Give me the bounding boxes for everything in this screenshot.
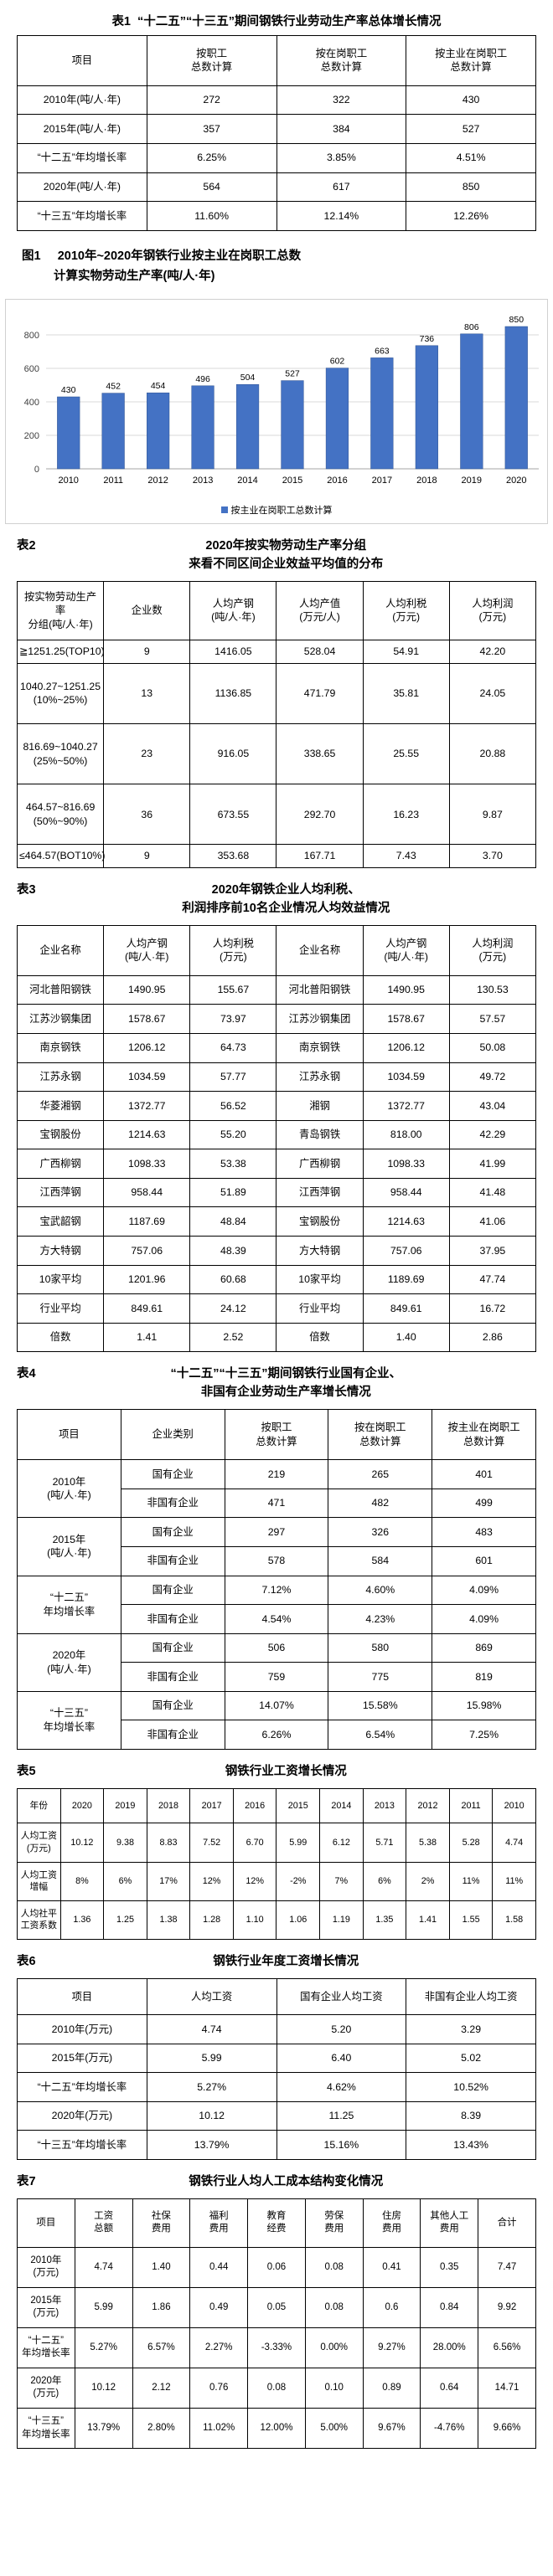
svg-text:452: 452 [106,382,121,392]
svg-text:663: 663 [375,346,390,356]
svg-text:430: 430 [61,385,76,395]
svg-text:0: 0 [34,465,39,475]
svg-text:602: 602 [330,357,345,367]
svg-text:2017: 2017 [372,476,392,486]
svg-text:2013: 2013 [193,476,213,486]
svg-text:496: 496 [195,374,210,384]
svg-text:504: 504 [240,373,256,383]
svg-text:2018: 2018 [416,476,437,486]
svg-text:2011: 2011 [103,476,123,486]
svg-text:800: 800 [24,331,39,341]
svg-text:400: 400 [24,398,39,408]
svg-text:454: 454 [151,381,166,391]
svg-text:527: 527 [285,369,300,379]
svg-text:2012: 2012 [147,476,168,486]
svg-text:2015: 2015 [282,476,302,486]
svg-text:850: 850 [509,315,525,325]
svg-text:2016: 2016 [327,476,347,486]
svg-text:2019: 2019 [462,476,482,486]
svg-text:200: 200 [24,431,39,441]
svg-text:600: 600 [24,364,39,374]
svg-text:806: 806 [464,322,479,332]
svg-text:2010: 2010 [58,476,78,486]
svg-text:2020: 2020 [506,476,526,486]
svg-text:736: 736 [420,334,435,344]
svg-text:2014: 2014 [237,476,257,486]
